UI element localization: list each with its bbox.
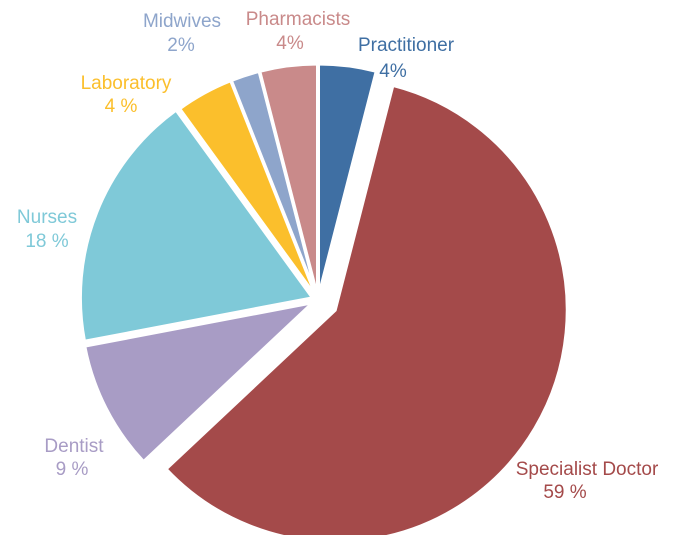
- slice-label: Midwives: [143, 11, 221, 32]
- slice-label: Dentist: [44, 436, 104, 457]
- slice-value: 4 %: [105, 96, 138, 117]
- pie-slice: [83, 300, 318, 464]
- slice-label: Pharmacists: [246, 9, 351, 30]
- slice-value: 2%: [167, 35, 195, 56]
- slice-value: 9 %: [56, 459, 89, 480]
- slice-value: 4%: [379, 61, 407, 82]
- pie-slice: [163, 83, 569, 535]
- slice-label: Laboratory: [81, 73, 172, 94]
- slice-label: Specialist Doctor: [516, 459, 659, 480]
- slice-value: 59 %: [543, 482, 586, 503]
- pie-slice: [257, 62, 319, 297]
- pie-slice: [79, 108, 316, 344]
- slice-value: 18 %: [25, 231, 68, 252]
- slice-label: Nurses: [17, 207, 77, 228]
- slice-value: 4%: [276, 33, 304, 54]
- slice-label: Practitioner: [358, 35, 455, 56]
